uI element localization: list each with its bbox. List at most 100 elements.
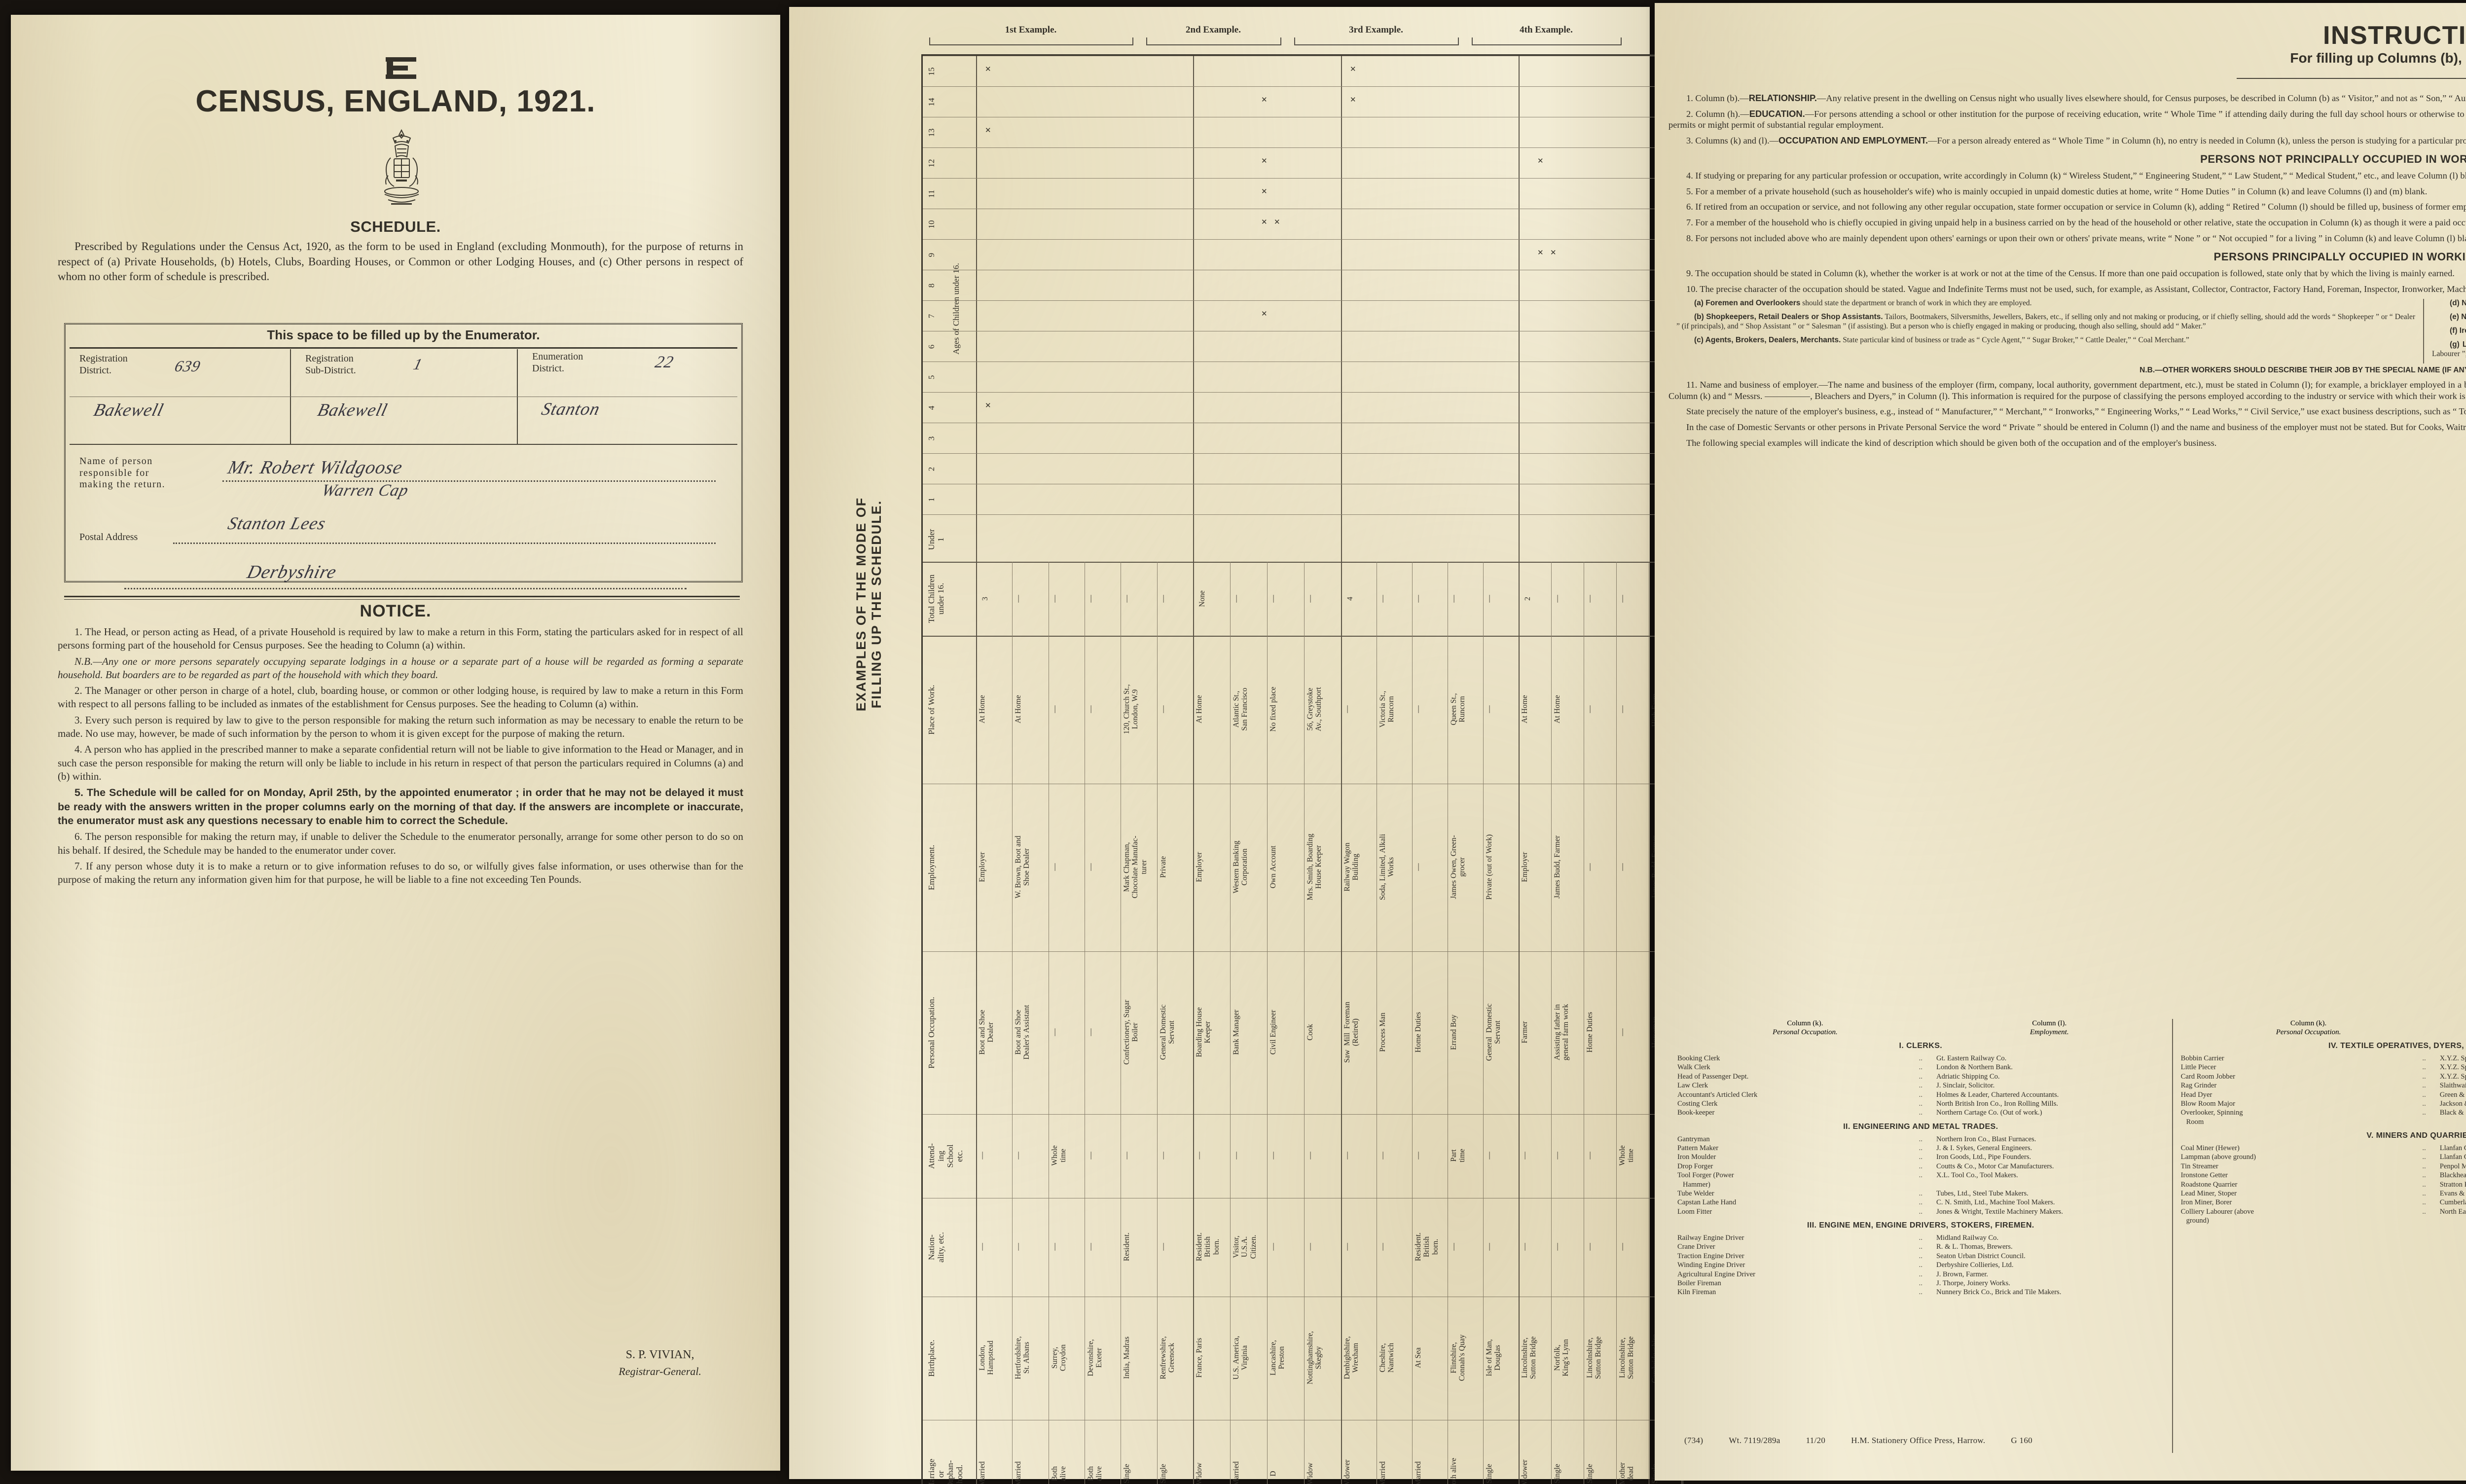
- col-k-header: Column (k). Personal Occupation.: [2276, 1019, 2341, 1036]
- instruction-11: 11. Name and business of employer.—The n…: [1668, 379, 2466, 401]
- age-row-label-13: 13: [927, 128, 936, 137]
- cell-employment: Jones & Wright, Textile Machinery Makers…: [1936, 1207, 2063, 1216]
- cell-employment: Tubes, Ltd., Steel Tube Makers.: [1936, 1189, 2029, 1197]
- cell-leader-dots: ..: [1919, 1135, 1922, 1143]
- cell-marriage: Mother dead: [1618, 1462, 1635, 1484]
- cell-leader-dots: ..: [2422, 1082, 2426, 1090]
- cell-nationality: Resident.: [1123, 1232, 1131, 1262]
- total-children-label: Total Children under 16.: [927, 574, 946, 623]
- example-header-3: 3rd Example.: [1349, 25, 1403, 35]
- subclause-g: (g) Labourers. Unskilled workers usually…: [2432, 340, 2466, 358]
- age-cross-mark: ✕: [1537, 157, 1544, 165]
- cell-personal-occupation: Walk Clerk: [1677, 1063, 1710, 1072]
- cell-birthplace: Lincolnshire, Sutton Bridge: [1586, 1336, 1603, 1379]
- cell-employment: Seaton Urban District Council.: [1936, 1252, 2026, 1260]
- cell-occupation: Boot and Shoe Dealer's Assistant: [1014, 1005, 1031, 1060]
- cell-place-of-work: 56, Greystoke Av., Southport: [1306, 687, 1323, 731]
- cell-marriage: Single: [1159, 1464, 1167, 1484]
- cell-leader-dots: ..: [1919, 1261, 1922, 1269]
- cell-leader-dots: ..: [1919, 1109, 1922, 1117]
- table-hrule: [923, 392, 1682, 393]
- cell-nationality: —: [1586, 1243, 1594, 1251]
- notice-item-1: 1. The Head, or person acting as Head, o…: [58, 626, 743, 652]
- cell-leader-dots: ..: [1919, 1189, 1922, 1197]
- cell-education: Whole time: [1050, 1145, 1068, 1166]
- responsible-person-value-line2: Warren Cap: [320, 481, 411, 500]
- cell-personal-occupation: Traction Engine Driver: [1677, 1252, 1744, 1260]
- table-vrule: [1341, 56, 1342, 1484]
- registration-subdistrict-label: Registration Sub-District.: [305, 353, 356, 376]
- cell-employment: Green & Brown, Stuff Manufacturers.: [2439, 1090, 2466, 1099]
- cell-total-children: 3: [981, 597, 989, 601]
- nb-other-workers: N.B.—OTHER WORKERS SHOULD DESCRIBE THEIR…: [2140, 365, 2466, 374]
- cell-birthplace: Devonshire, Exeter: [1087, 1339, 1104, 1376]
- cell-leader-dots: ..: [2422, 1207, 2426, 1216]
- signature-name: S. P. VIVIAN,: [625, 1348, 694, 1361]
- table-row: Tool Forger (Power Hammer).. X.L. Tool Co…: [1676, 1171, 2165, 1189]
- imprint-part-4: H.M. Stationery Office Press, Harrow.: [1851, 1436, 1986, 1445]
- cell-employment: J. & I. Sykes, General Engineers.: [1936, 1144, 2032, 1152]
- cell-total-children-dash: —: [1306, 595, 1314, 603]
- instruction-2: 2. Column (h).—EDUCATION.—For persons at…: [1668, 108, 2466, 130]
- age-row-label-12: 12: [927, 159, 936, 168]
- cell-employment: Midland Railway Co.: [1936, 1234, 1999, 1242]
- registration-district-label: Registration District.: [79, 353, 128, 376]
- examples-table: 15 14 13 12 11 10 9 8 7 6 5 4 3 2 1 Under 1 Ages of Child…: [921, 54, 1684, 1484]
- cell-nationality: Resident. British born.: [1195, 1232, 1221, 1262]
- cell-total-children: 4: [1346, 597, 1354, 601]
- cell-personal-occupation: Head Dyer: [2180, 1090, 2212, 1099]
- table-vrule: [1616, 562, 1617, 1484]
- table-row: Head of Passenger Dept... Adriatic Shippi…: [1676, 1072, 2165, 1081]
- cell-personal-occupation: Ironstone Getter: [2180, 1171, 2228, 1180]
- table-vrule: [1012, 562, 1013, 1484]
- cell-place-of-work: —: [1050, 705, 1059, 713]
- cell-employment: Employer: [1521, 852, 1529, 882]
- age-cross-mark: ✕: [1261, 157, 1268, 165]
- cell-nationality: Resident. British born.: [1414, 1232, 1440, 1262]
- cell-employment: Evans & Evans, Lead Mine Owners.: [2439, 1189, 2466, 1197]
- cell-nationality: —: [1306, 1243, 1314, 1251]
- cell-employment: Mrs. Smith, Boarding House Keeper: [1306, 833, 1323, 901]
- age-row-label-14: 14: [927, 98, 936, 107]
- middle-panel-sheet: EXAMPLES OF THE MODE OF FILLING UP THE S…: [789, 7, 1684, 1484]
- subclause-a: (a) Foremen and Overlookers should state…: [1694, 299, 2032, 308]
- cell-occupation: Boot and Shoe Dealer: [978, 1010, 995, 1055]
- instructions-body: 1. Column (b).—RELATIONSHIP.—Any relativ…: [1668, 93, 2466, 453]
- left-panel-sheet: CENSUS, ENGLAND, 1921.: [11, 15, 780, 1471]
- table-vrule: [1230, 562, 1231, 1484]
- cell-total-children-dash: —: [1553, 595, 1561, 603]
- cell-education: —: [1553, 1152, 1561, 1159]
- cell-total-children-dash: —: [1087, 595, 1095, 603]
- table-hrule: [923, 239, 1682, 240]
- enumeration-district-value: Stanton: [540, 399, 603, 419]
- cell-leader-dots: ..: [1919, 1243, 1922, 1251]
- cell-education: —: [1123, 1152, 1131, 1159]
- cell-leader-dots: ..: [2422, 1180, 2426, 1189]
- table-row: Walk Clerk.. London & Northern Bank.: [1676, 1063, 2165, 1072]
- cell-leader-dots: ..: [1919, 1252, 1922, 1260]
- table-row: Roadstone Quarrier.. Stratton Rural Distr…: [2180, 1180, 2466, 1189]
- cell-education: —: [1521, 1152, 1529, 1159]
- examples-vertical-title: EXAMPLES OF THE MODE OF FILLING UP THE S…: [854, 497, 884, 712]
- table-row: Kiln Fireman.. Nunnery Brick Co., Brick a…: [1676, 1288, 2165, 1297]
- cell-occupation: Bank Manager: [1232, 1010, 1240, 1055]
- cell-leader-dots: ..: [2422, 1063, 2426, 1072]
- cell-leader-dots: ..: [2422, 1153, 2426, 1161]
- heading-not-principally-occupied: PERSONS NOT PRINCIPALLY OCCUPIED IN WORK…: [2200, 152, 2466, 165]
- cell-personal-occupation: Booking Clerk: [1677, 1054, 1720, 1062]
- cell-nationality: —: [1343, 1243, 1351, 1251]
- cell-leader-dots: ..: [2422, 1109, 2426, 1117]
- cell-personal-occupation: Loom Fitter: [1677, 1207, 1712, 1216]
- right-panel-sheet: INSTRUCTIONS For filling up Columns (b),…: [1655, 3, 2466, 1481]
- cell-education: —: [1014, 1152, 1023, 1159]
- cell-employment: Adriatic Shipping Co.: [1936, 1072, 2000, 1081]
- cell-employment: —: [1414, 863, 1422, 871]
- instruction-11c: In the case of Domestic Servants or othe…: [1686, 422, 2466, 433]
- cell-total-children-dash: —: [1232, 595, 1240, 603]
- occupation-table: Railway Engine Driver.. Midland Railway C…: [1676, 1233, 2165, 1297]
- cell-total-children-dash: —: [1450, 595, 1458, 603]
- cell-birthplace: Hertfordshire, St. Albans: [1014, 1336, 1031, 1379]
- instruction-10-subclauses: (a) Foremen and Overlookers should state…: [1668, 299, 2466, 363]
- cell-leader-dots: ..: [2422, 1189, 2426, 1197]
- cell-personal-occupation: Accountant's Articled Clerk: [1677, 1090, 1758, 1099]
